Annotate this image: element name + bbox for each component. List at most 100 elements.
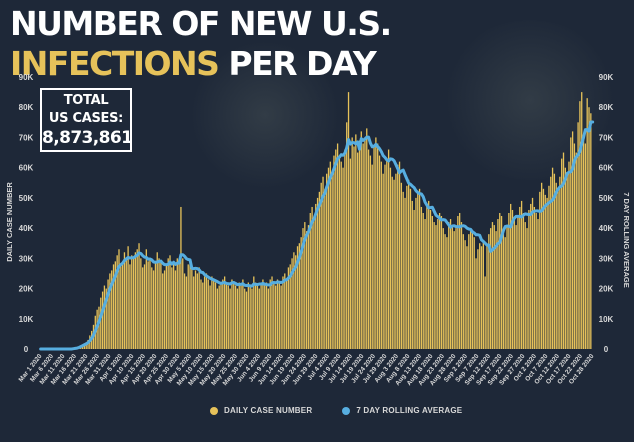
daily-case-bar [424, 219, 426, 349]
daily-case-bar [254, 282, 257, 349]
daily-case-bar [149, 258, 151, 349]
daily-case-bar [200, 279, 202, 349]
y-axis-label-left: DAILY CASE NUMBER [5, 182, 14, 262]
daily-case-bar [214, 282, 217, 349]
daily-case-bar [236, 288, 239, 349]
background-molecule-blob [440, 20, 620, 180]
daily-case-bar [276, 279, 279, 349]
daily-case-bar [531, 197, 534, 349]
daily-case-bar [111, 270, 113, 349]
daily-case-bar [335, 149, 337, 349]
daily-case-bar [85, 342, 87, 349]
daily-case-bar [420, 206, 423, 349]
daily-case-bar [231, 279, 233, 349]
daily-case-bar [510, 203, 512, 349]
daily-case-bar [109, 273, 111, 349]
daily-case-bar [203, 276, 206, 349]
y-tick-label-left: 80K [19, 103, 34, 112]
daily-case-bar [271, 276, 273, 349]
total-label-2: US CASES: [48, 111, 124, 126]
daily-case-bar [329, 161, 331, 349]
title-line-1: NUMBER OF NEW U.S. [10, 4, 392, 43]
daily-case-bar [418, 188, 421, 349]
daily-case-bar [562, 152, 565, 349]
daily-case-bar [431, 216, 433, 349]
daily-case-bar [438, 213, 441, 349]
daily-case-bar [582, 137, 585, 349]
daily-case-bar [568, 161, 570, 349]
daily-case-bar [180, 206, 182, 349]
y-tick-label-right: 20K [599, 285, 614, 294]
y-tick-label-right: 70K [599, 133, 614, 142]
daily-case-bar [280, 285, 282, 349]
daily-case-bar [566, 173, 568, 349]
daily-case-bar [364, 137, 366, 349]
daily-case-bar [462, 234, 464, 349]
daily-case-bar [353, 146, 355, 349]
daily-case-bar [324, 188, 326, 349]
legend-line-label: 7 DAY ROLLING AVERAGE [356, 406, 463, 415]
daily-case-bar [377, 143, 379, 349]
daily-case-bar [344, 149, 346, 349]
daily-case-bar [515, 225, 517, 349]
daily-case-bar [245, 291, 248, 349]
daily-case-bar [147, 261, 149, 349]
daily-case-bar [417, 191, 419, 349]
title-line-2: INFECTIONS PER DAY [10, 44, 391, 84]
daily-case-bar [393, 179, 395, 349]
daily-case-bar [225, 282, 228, 349]
daily-case-bar [129, 264, 131, 349]
daily-case-bar [397, 164, 399, 349]
y-tick-label-right: 40K [599, 224, 614, 233]
daily-case-bar [213, 279, 215, 349]
daily-case-bar [262, 279, 264, 349]
daily-case-bar [218, 285, 220, 349]
daily-case-bar [227, 285, 229, 349]
daily-case-bar [123, 252, 126, 349]
daily-case-bar [189, 261, 191, 349]
daily-case-bar [546, 197, 548, 349]
daily-case-bar [495, 231, 497, 349]
daily-case-bar [380, 161, 382, 349]
y-tick-label-left: 60K [19, 164, 34, 173]
daily-case-bar [347, 92, 350, 350]
legend-line-swatch [342, 406, 351, 415]
daily-case-bar [411, 200, 413, 349]
daily-case-bar [577, 122, 579, 349]
daily-case-bar [187, 264, 189, 349]
daily-case-bar [378, 155, 381, 349]
daily-case-bar [504, 237, 506, 349]
daily-case-bar [362, 143, 364, 349]
total-value: 8,873,861 [42, 128, 133, 148]
daily-case-bar [251, 288, 253, 349]
daily-case-bar [482, 240, 484, 349]
daily-case-bar [522, 213, 525, 349]
daily-case-bar [404, 197, 406, 349]
daily-case-bar [302, 228, 304, 349]
daily-case-bar [151, 267, 153, 349]
y-tick-label-right: 90K [599, 73, 614, 82]
daily-case-bar [316, 197, 319, 349]
daily-case-bar [326, 173, 328, 349]
daily-case-bar [253, 276, 255, 349]
y-tick-label-left: 0 [24, 345, 29, 354]
y-tick-label-right: 60K [599, 164, 614, 173]
daily-case-bar [311, 206, 313, 349]
daily-case-bar [548, 185, 550, 349]
daily-case-bar [278, 282, 280, 349]
daily-case-bar [371, 164, 373, 349]
daily-case-bar [233, 282, 235, 349]
daily-case-bar [358, 140, 361, 349]
daily-case-bar [559, 176, 561, 349]
daily-case-bar [242, 279, 244, 349]
daily-case-bar [340, 161, 342, 349]
chart-legend: DAILY CASE NUMBER 7 DAY ROLLING AVERAGE [210, 406, 462, 415]
daily-case-bar [575, 152, 577, 349]
daily-case-bar [356, 152, 359, 349]
daily-case-bar [103, 285, 106, 349]
daily-case-bar [471, 231, 474, 349]
total-cases-box: TOTAL US CASES: 8,873,861 [40, 88, 133, 152]
daily-case-bar [475, 258, 477, 349]
daily-case-bar [533, 206, 536, 349]
daily-case-bar [158, 258, 160, 349]
